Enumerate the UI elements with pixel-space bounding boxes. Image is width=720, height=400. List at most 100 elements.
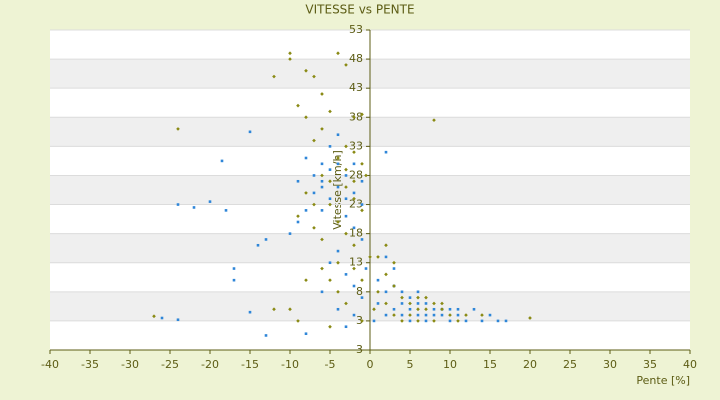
- point: [408, 313, 412, 317]
- point: [264, 334, 268, 337]
- chart-title: VITESSE vs PENTE: [305, 3, 414, 17]
- point: [304, 209, 308, 212]
- x-tick-label: 20: [523, 358, 537, 371]
- y-tick-label: 18: [349, 227, 363, 240]
- point: [320, 209, 324, 212]
- point: [304, 156, 308, 160]
- point: [376, 302, 380, 305]
- point: [328, 145, 332, 148]
- y-tick-label: 23: [349, 198, 363, 211]
- point: [296, 179, 300, 183]
- point: [224, 209, 228, 212]
- point: [312, 138, 316, 143]
- point: [352, 226, 356, 230]
- point: [304, 278, 308, 283]
- y-tick-label: 33: [349, 139, 363, 152]
- x-tick-label: 25: [563, 358, 577, 371]
- point: [336, 249, 340, 253]
- point: [352, 266, 356, 271]
- point: [160, 316, 164, 320]
- point: [336, 156, 340, 160]
- point: [448, 319, 452, 323]
- point: [232, 267, 236, 270]
- point: [352, 115, 356, 120]
- point: [336, 260, 340, 265]
- point: [320, 185, 324, 189]
- point: [464, 319, 468, 323]
- x-tick-label: 40: [683, 358, 697, 371]
- point: [408, 296, 412, 299]
- point: [496, 319, 500, 323]
- point: [328, 197, 332, 201]
- point: [344, 144, 348, 149]
- point: [376, 289, 380, 294]
- y-tick-label: 8: [356, 285, 363, 298]
- point: [360, 179, 364, 183]
- point: [360, 203, 364, 206]
- point: [416, 290, 420, 294]
- point: [344, 231, 348, 236]
- y-tick-label: 48: [349, 52, 363, 65]
- point: [464, 313, 468, 317]
- point: [456, 319, 460, 323]
- point: [328, 324, 332, 329]
- point: [312, 191, 316, 195]
- point: [416, 295, 420, 300]
- point: [320, 266, 324, 271]
- point: [296, 220, 300, 224]
- point: [320, 179, 324, 183]
- point: [320, 237, 324, 242]
- x-axis-title: Pente [%]: [636, 374, 690, 387]
- point: [504, 319, 508, 323]
- point: [360, 208, 364, 213]
- point: [368, 255, 372, 259]
- point: [336, 307, 340, 311]
- point: [456, 313, 460, 317]
- point: [272, 307, 276, 312]
- point: [288, 307, 292, 312]
- point: [304, 332, 308, 336]
- point: [304, 191, 308, 195]
- x-tick-label: -40: [41, 358, 59, 371]
- point: [392, 284, 396, 288]
- point: [372, 307, 376, 312]
- point: [344, 214, 348, 218]
- y-tick-label: 3: [356, 314, 363, 327]
- y-axis-title: Vitesse [km/h]: [331, 150, 344, 230]
- x-tick-label: -10: [281, 358, 299, 371]
- point: [320, 290, 324, 294]
- y-tick-label: 13: [349, 256, 363, 269]
- point: [416, 319, 420, 323]
- point: [392, 260, 396, 265]
- point: [384, 243, 388, 248]
- point: [328, 261, 332, 265]
- point: [372, 319, 376, 323]
- point: [328, 179, 332, 184]
- point: [432, 307, 436, 311]
- point: [312, 74, 316, 79]
- point: [220, 159, 224, 163]
- point: [364, 173, 368, 178]
- point: [384, 290, 388, 294]
- point: [352, 313, 356, 317]
- x-tick-label: 5: [407, 358, 414, 371]
- point: [424, 307, 428, 312]
- point: [152, 314, 156, 319]
- x-tick-label: 15: [483, 358, 497, 371]
- point: [392, 307, 396, 311]
- x-tick-label: -20: [201, 358, 219, 371]
- point: [408, 319, 412, 323]
- point: [328, 278, 332, 283]
- y-tick-label: 28: [349, 168, 363, 181]
- point: [360, 161, 364, 166]
- point: [408, 307, 412, 311]
- point: [384, 313, 388, 317]
- point: [480, 319, 484, 323]
- point: [232, 278, 236, 282]
- point: [344, 167, 348, 172]
- x-tick-label: 30: [603, 358, 617, 371]
- point: [344, 273, 348, 276]
- point: [408, 301, 412, 306]
- point: [344, 325, 348, 329]
